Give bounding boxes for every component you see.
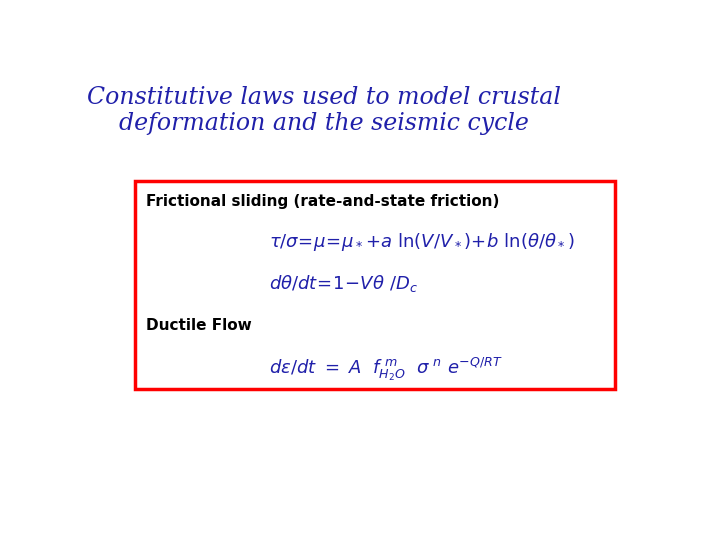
Text: $\tau/\sigma\!=\!\mu\!=\!\mu_*\!+\!a\ \ln(V/V_*)\!+\!b\ \ln(\theta/\theta_*)$: $\tau/\sigma\!=\!\mu\!=\!\mu_*\!+\!a\ \l…	[269, 231, 574, 253]
Text: Ductile Flow: Ductile Flow	[145, 319, 251, 333]
Text: Constitutive laws used to model crustal
deformation and the seismic cycle: Constitutive laws used to model crustal …	[87, 85, 562, 135]
Text: $d\theta/dt\!=\!1\!-\!V\theta\ /D_c$: $d\theta/dt\!=\!1\!-\!V\theta\ /D_c$	[269, 273, 418, 294]
Text: Frictional sliding (rate-and-state friction): Frictional sliding (rate-and-state frict…	[145, 194, 499, 208]
Text: $d\varepsilon/dt\ =\ A\ \ f_{H_2O}^{\ m}\ \ \sigma^{\ n}\ e^{-Q/RT}$: $d\varepsilon/dt\ =\ A\ \ f_{H_2O}^{\ m}…	[269, 356, 503, 383]
